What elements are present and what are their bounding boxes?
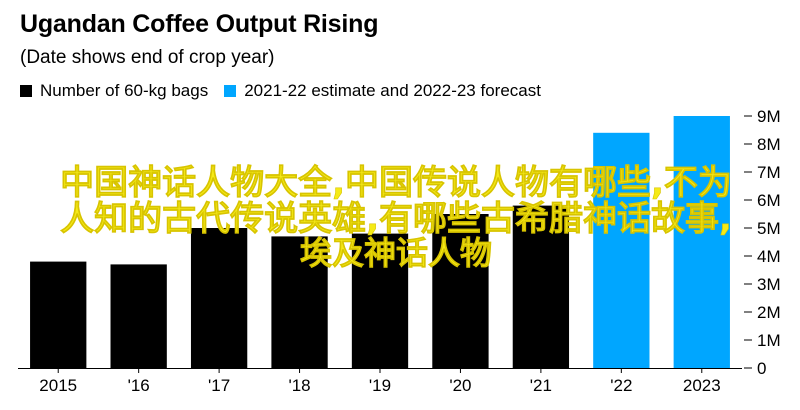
y-tick-label-4: 4M bbox=[757, 247, 781, 266]
bar-actual-1 bbox=[110, 264, 167, 368]
legend-swatch-actual bbox=[20, 85, 32, 97]
legend: Number of 60-kg bags 2021-22 estimate an… bbox=[20, 80, 557, 102]
x-tick-label-6: '21 bbox=[530, 376, 552, 395]
legend-swatch-forecast bbox=[224, 85, 237, 97]
x-tick-label-4: '19 bbox=[369, 376, 391, 395]
chart-subtitle: (Date shows end of crop year) bbox=[20, 47, 275, 68]
y-tick-label-0: 0 bbox=[757, 359, 766, 378]
legend-label-actual: Number of 60-kg bags bbox=[40, 81, 209, 100]
bar-forecast-7 bbox=[593, 132, 650, 368]
y-tick-label-8: 8M bbox=[757, 135, 781, 154]
y-tick-label-7: 7M bbox=[757, 163, 781, 182]
legend-item-forecast: 2021-22 estimate and 2022-23 forecast bbox=[224, 81, 541, 101]
x-tick-label-2: '17 bbox=[208, 376, 230, 395]
legend-item-actual: Number of 60-kg bags bbox=[20, 81, 208, 101]
bar-actual-3 bbox=[271, 236, 328, 368]
bar-actual-0 bbox=[30, 261, 87, 368]
y-tick-label-1: 1M bbox=[757, 331, 781, 350]
y-tick-label-6: 6M bbox=[757, 191, 781, 210]
legend-label-forecast: 2021-22 estimate and 2022-23 forecast bbox=[244, 81, 541, 100]
x-tick-label-1: '16 bbox=[128, 376, 150, 395]
bar-forecast-8 bbox=[673, 116, 730, 368]
bar-actual-4 bbox=[351, 233, 409, 368]
y-tick-label-3: 3M bbox=[757, 275, 781, 294]
bar-actual-5 bbox=[432, 214, 489, 368]
x-tick-label-8: 2023 bbox=[683, 376, 721, 395]
x-tick-label-7: '22 bbox=[610, 376, 632, 395]
bar-actual-6 bbox=[512, 205, 570, 368]
y-tick-label-9: 9M bbox=[757, 107, 781, 126]
y-tick-label-2: 2M bbox=[757, 303, 781, 322]
y-tick-label-5: 5M bbox=[757, 219, 781, 238]
x-tick-label-0: 2015 bbox=[39, 376, 77, 395]
bar-actual-2 bbox=[190, 228, 248, 368]
x-tick-label-5: '20 bbox=[449, 376, 471, 395]
x-tick-label-3: '18 bbox=[288, 376, 310, 395]
chart-title: Ugandan Coffee Output Rising bbox=[20, 10, 379, 38]
